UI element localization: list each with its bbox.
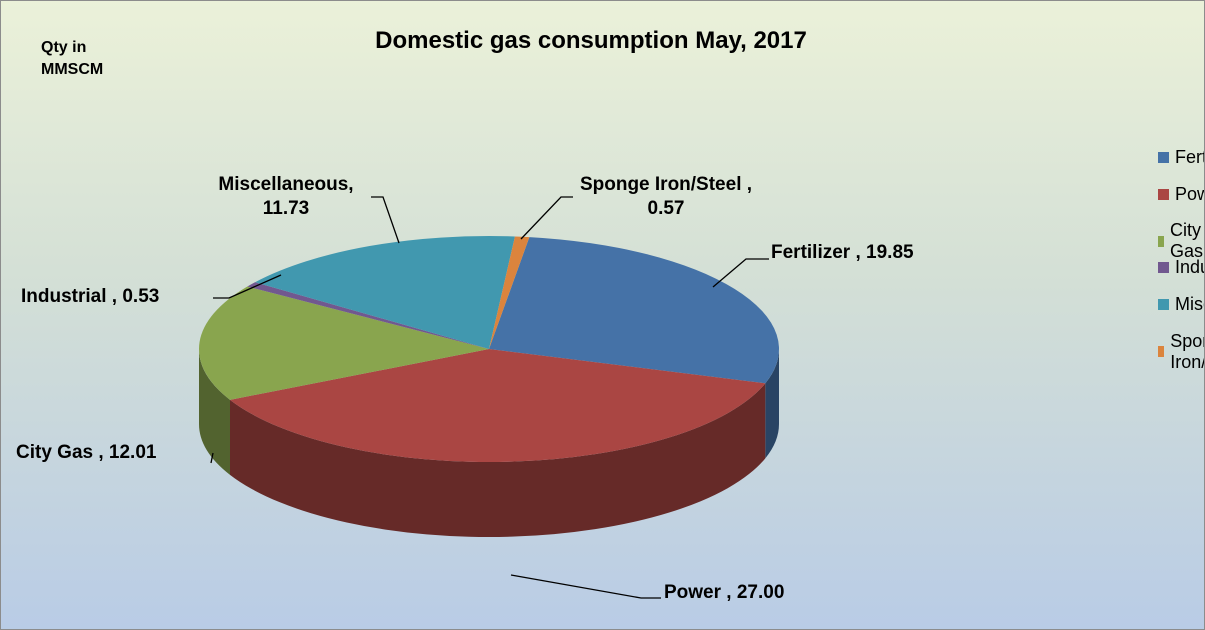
leader-line [371,196,400,244]
legend-swatch [1158,188,1169,200]
data-label: Fertilizer , 19.85 [771,242,914,263]
pie-slice [255,236,515,349]
pie-slice [247,282,489,349]
chart-title: Domestic gas consumption May, 2017 [375,27,807,54]
leader-line [520,196,573,240]
legend-item: Industrial [1158,257,1204,278]
legend-label: Power [1175,183,1204,204]
unit-note: Qty in MMSCM [41,39,104,78]
data-label: Sponge Iron/Steel , 0.57 [579,174,753,219]
pie-slice [489,236,530,349]
legend-swatch [1158,235,1165,247]
legend-label: Fertilizer [1175,147,1204,167]
legend-swatch [1158,152,1169,163]
legend-label: Miscellaneous [1175,293,1204,314]
pie-tops [198,236,779,463]
legend-swatch [1158,298,1169,310]
data-label: Power , 27.00 [664,582,785,603]
legend-swatch [1158,346,1165,357]
data-label: Miscellaneous, 11.73 [218,174,354,219]
legend-label: City Gas [1170,220,1204,262]
leader-line [510,574,661,599]
legend-item: Fertilizer [1158,147,1204,168]
legend-swatch [1158,262,1169,274]
legend-label: Sponge Iron/Steel [1170,330,1205,372]
pie-slice-side [199,349,231,475]
pie-slice-side [230,383,766,537]
data-label: City Gas , 12.01 [16,442,157,463]
leader-line [213,274,282,299]
leader-line [210,452,214,464]
leader-lines [210,196,769,599]
pie-slice-side [765,349,779,459]
pie-slice [489,237,779,384]
legend-item: Power [1158,183,1204,205]
legend-item: Miscellaneous [1158,293,1204,315]
pie-slice [198,286,489,400]
legend-item: Sponge Iron/Steel [1158,330,1205,373]
data-label: Industrial , 0.53 [21,286,160,307]
pie-sides [199,349,779,537]
legend-item: City Gas [1158,220,1204,262]
legend-label: Industrial [1175,257,1204,278]
pie-slice [230,349,766,463]
leader-line [712,258,769,288]
